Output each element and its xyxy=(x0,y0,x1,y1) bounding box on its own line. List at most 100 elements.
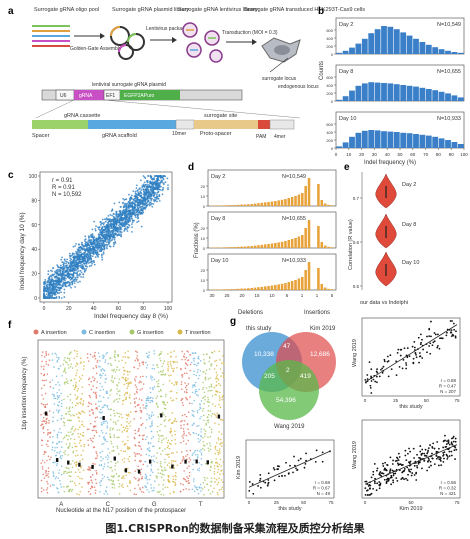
histogram-xtick-label: 20 xyxy=(359,152,365,157)
g-scatter-point xyxy=(426,469,428,472)
indel-bar-deletion xyxy=(301,235,304,248)
strip-point xyxy=(210,428,213,431)
strip-point xyxy=(68,357,71,360)
strip-point xyxy=(156,461,158,464)
strip-point xyxy=(203,449,206,451)
strip-G-2 xyxy=(144,350,156,493)
strip-point xyxy=(49,436,51,438)
strip-point xyxy=(194,390,197,393)
strip-point xyxy=(62,421,65,423)
scatter-point xyxy=(65,274,68,277)
g-scatter-point xyxy=(295,467,297,470)
g-scatter-point xyxy=(403,478,405,481)
strip-point xyxy=(140,477,143,480)
strip-point xyxy=(43,356,46,358)
strip-point xyxy=(69,352,72,354)
scatter-point xyxy=(101,258,104,261)
strip-point xyxy=(44,405,47,408)
g-scatter-point xyxy=(407,473,409,476)
strip-point xyxy=(185,480,187,482)
strip-point xyxy=(145,405,147,407)
scatter-point xyxy=(109,236,112,239)
scatter-point xyxy=(160,175,162,177)
strip-point xyxy=(175,475,177,478)
indel-bar-insertion xyxy=(317,184,320,206)
strip-G-4 xyxy=(166,350,179,495)
strip-point xyxy=(94,492,97,494)
strip-point xyxy=(52,461,55,464)
scatter-point xyxy=(131,208,134,211)
strip-point xyxy=(67,419,69,421)
scatter-point xyxy=(61,282,64,285)
strip-point xyxy=(71,406,74,409)
scatter-point xyxy=(130,215,133,218)
strip-point xyxy=(116,412,119,415)
strip-point xyxy=(76,390,79,392)
strip-point xyxy=(109,418,112,421)
scatter-point xyxy=(77,255,80,258)
strip-point xyxy=(91,440,94,443)
scatter-point xyxy=(91,228,94,231)
strip-point xyxy=(46,474,48,476)
scatter-point xyxy=(152,192,155,195)
strip-point xyxy=(56,356,58,359)
strip-point xyxy=(192,480,195,482)
strip-point xyxy=(180,381,183,383)
strip-point xyxy=(99,451,101,454)
g-scatter-point xyxy=(439,337,441,340)
strip-point xyxy=(93,377,96,380)
scatter-point xyxy=(157,175,160,177)
g-scatter-point xyxy=(428,335,431,338)
strip-point xyxy=(138,364,141,367)
strip-point xyxy=(43,365,45,368)
g-scatter-point xyxy=(264,481,267,484)
g-scatter-point xyxy=(428,327,431,330)
arrow-label-lentivirus: Lentivirus packaging xyxy=(146,26,192,32)
strip-point xyxy=(140,381,143,384)
g-scatter-point xyxy=(364,493,367,496)
strip-point xyxy=(47,470,50,473)
scatter-point xyxy=(86,254,89,257)
panel-g: g this study Kim 2019 Wang 2019 10,338 1… xyxy=(230,316,461,512)
strip-point xyxy=(102,388,105,391)
strip-point xyxy=(222,473,224,475)
strip-point xyxy=(186,467,189,469)
strip-point xyxy=(103,438,105,440)
strip-median xyxy=(184,459,187,464)
strip-point xyxy=(46,433,49,436)
arrow-label-transduction: Transduction (MOI = 0.3) xyxy=(222,30,278,36)
strip-point xyxy=(194,381,197,384)
scatter-point xyxy=(117,231,119,234)
strip-point xyxy=(125,396,128,399)
step-lentivirus-library: Surrogate gRNA lentivirus library xyxy=(178,7,258,13)
strip-T-4 xyxy=(213,350,225,496)
scatter-point xyxy=(74,276,77,279)
histogram-bar xyxy=(342,50,349,54)
g-scatter-point xyxy=(444,434,446,437)
strip-point xyxy=(138,427,140,430)
g-scatter-xtick-label: 75 xyxy=(454,398,460,403)
strip-point xyxy=(218,463,221,466)
scatter-point xyxy=(78,274,80,277)
strip-point xyxy=(124,362,127,364)
g-scatter-ylabel: Kim 2019 xyxy=(236,456,242,479)
scatter-point xyxy=(68,282,71,285)
strip-point xyxy=(144,427,147,429)
strip-point xyxy=(96,455,99,457)
scatter-point xyxy=(124,212,127,215)
strip-point xyxy=(150,484,152,486)
scatter-point xyxy=(151,178,154,181)
strip-point xyxy=(72,384,75,387)
strip-point xyxy=(187,428,189,431)
scatter-point xyxy=(139,194,142,197)
strip-point xyxy=(100,456,102,458)
scatter-point xyxy=(84,242,87,245)
scatter-point xyxy=(56,277,59,279)
strip-point xyxy=(129,471,131,474)
strip-point xyxy=(56,433,59,436)
strip-point xyxy=(118,429,121,431)
g-scatter-point xyxy=(366,378,369,380)
strip-point xyxy=(67,431,70,434)
scatter-point xyxy=(115,212,118,215)
step-plasmid-library: Surrogate gRNA plasmid library xyxy=(112,7,189,13)
